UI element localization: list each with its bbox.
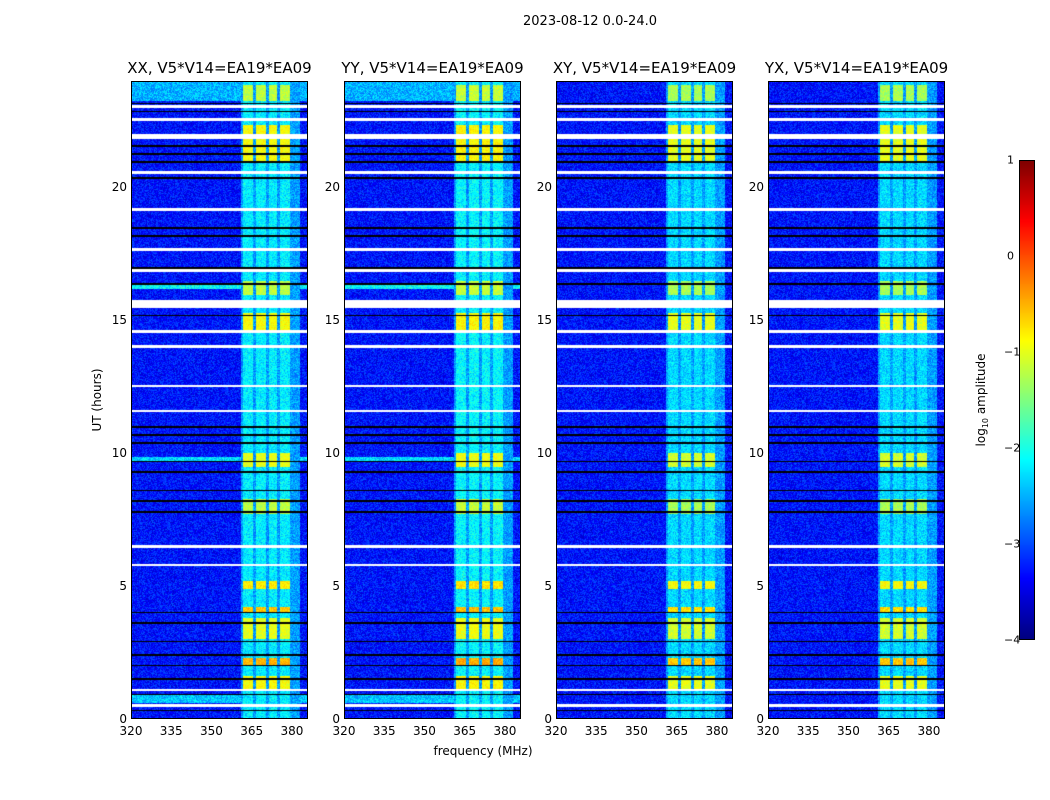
y-tick-label: 5 [544,579,552,594]
x-tick-label: 320 [332,724,356,738]
heatmap-image [557,82,732,718]
colorbar-tick-label: −3 [1004,537,1021,551]
panel-title: XY, V5*V14=EA19*EA09 [552,59,737,77]
colorbar-tick-label: −2 [1004,441,1021,455]
panel-title: YX, V5*V14=EA19*EA09 [764,59,949,77]
colorbar-gradient [1020,161,1034,639]
y-axis-label: UT (hours) [90,368,104,432]
y-tick-label: 10 [111,446,127,461]
y-tick-label: 20 [324,180,340,195]
y-tick-label: 5 [119,579,127,594]
y-tick-label: 5 [332,579,340,594]
colorbar-label: log10 amplitude [973,353,991,447]
x-tick-label: 380 [705,724,729,738]
y-tick-label: 15 [111,313,127,328]
x-tick-label: 350 [837,724,860,738]
x-tick-label: 350 [413,724,436,738]
y-tick-label: 20 [111,180,127,195]
colorbar-tick-label: 1 [1007,153,1014,167]
y-tick-label: 15 [748,313,764,328]
y-tick-label: 20 [536,180,552,195]
panel-title: XX, V5*V14=EA19*EA09 [127,59,312,77]
x-tick-label: 380 [917,724,941,738]
x-tick-label: 350 [625,724,648,738]
x-tick-label: 365 [877,724,901,738]
x-tick-label: 350 [200,724,223,738]
x-tick-label: 335 [584,724,608,738]
heatmap-image [769,82,944,718]
x-tick-label: 365 [453,724,477,738]
y-tick-label: 10 [748,446,764,461]
y-tick-label: 15 [324,313,340,328]
y-tick-label: 10 [324,446,340,461]
x-tick-label: 320 [119,724,143,738]
heatmap-panel-2 [556,81,733,719]
panel-title: YY, V5*V14=EA19*EA09 [341,59,524,77]
y-tick-label: 20 [748,180,764,195]
heatmap-image [132,82,307,718]
heatmap-panel-3 [768,81,945,719]
heatmap-panel-0 [131,81,308,719]
colorbar [1019,160,1035,640]
y-tick-label: 10 [536,446,552,461]
y-tick-label: 0 [756,712,764,726]
x-tick-label: 380 [493,724,517,738]
x-tick-label: 335 [372,724,396,738]
y-tick-label: 5 [756,579,764,594]
x-tick-label: 365 [240,724,264,738]
y-tick-label: 0 [332,712,340,726]
heatmap-panel-1 [344,81,521,719]
colorbar-tick-label: 0 [1007,249,1014,263]
x-tick-label: 335 [159,724,183,738]
y-tick-label: 15 [536,313,552,328]
colorbar-tick-label: −1 [1004,345,1021,359]
figure-title: 2023-08-12 0.0-24.0 [523,14,657,29]
colorbar-tick-label: −4 [1004,633,1021,647]
x-tick-label: 380 [280,724,304,738]
x-tick-label: 320 [756,724,780,738]
heatmap-image [345,82,520,718]
x-tick-label: 320 [544,724,568,738]
x-tick-label: 365 [665,724,689,738]
y-tick-label: 0 [544,712,552,726]
x-tick-label: 335 [796,724,820,738]
y-tick-label: 0 [119,712,127,726]
x-axis-label: frequency (MHz) [433,744,533,758]
